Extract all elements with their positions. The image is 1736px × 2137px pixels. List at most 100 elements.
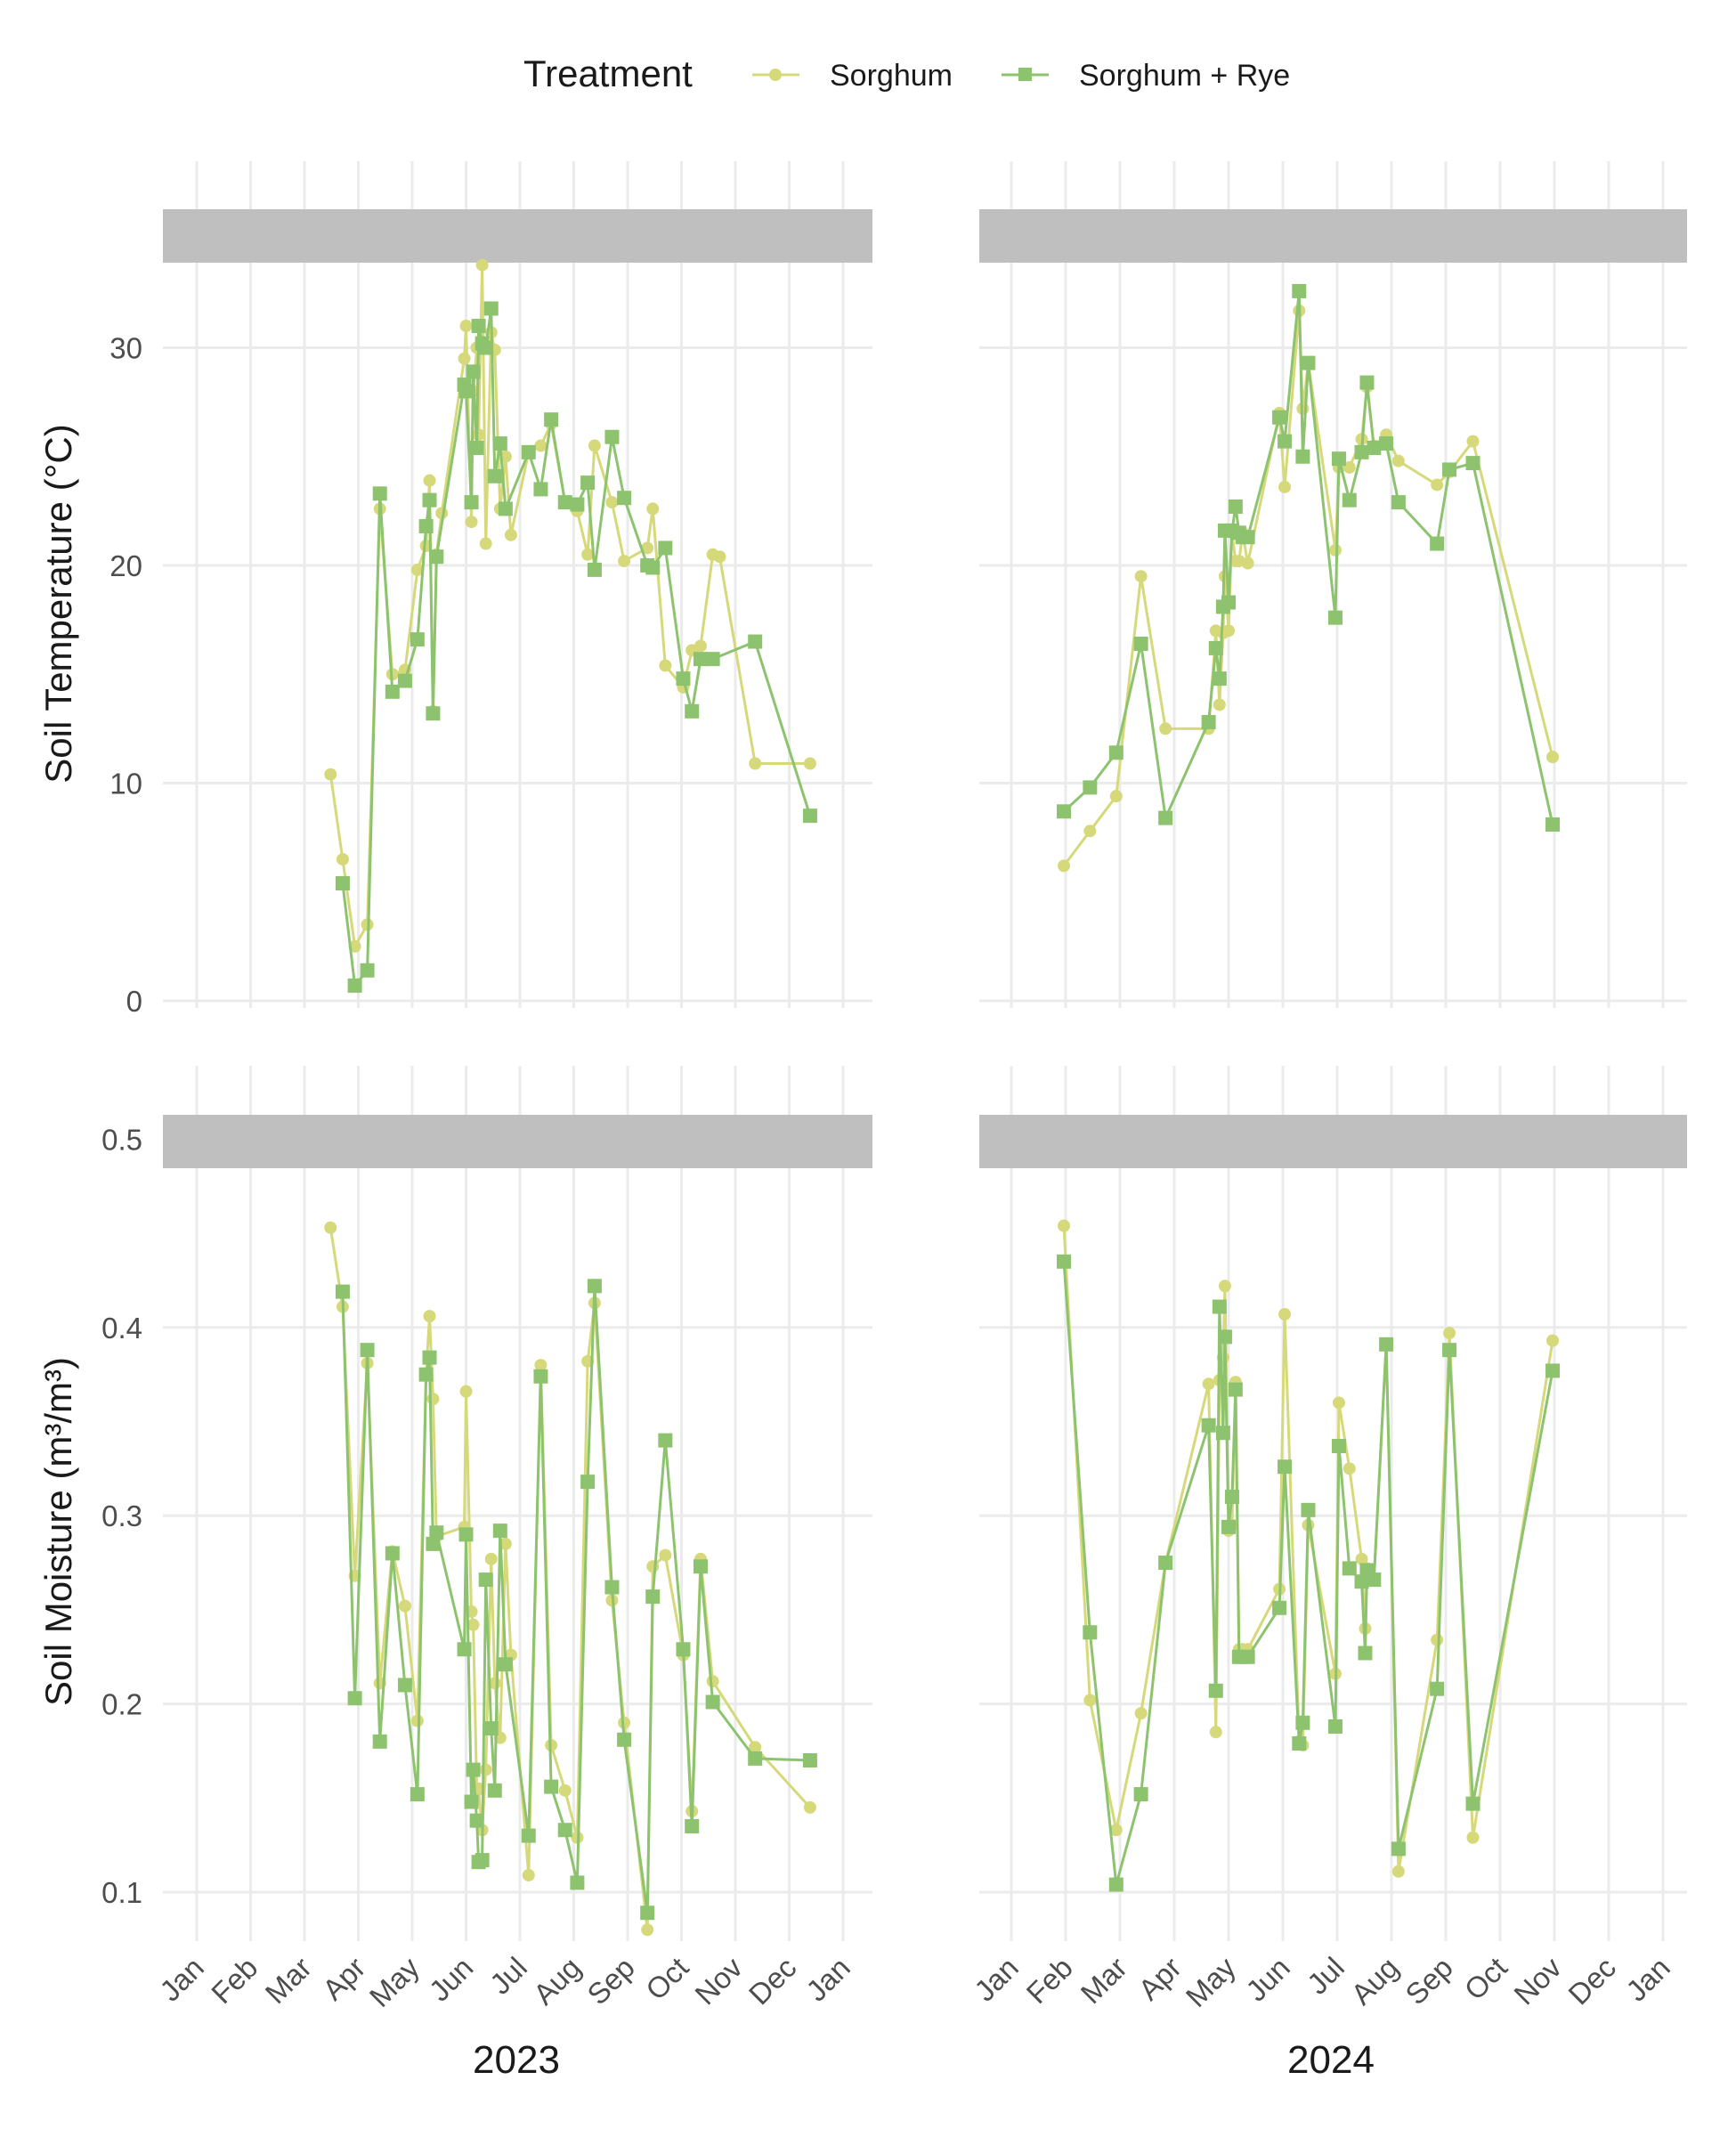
- data-point-sorghum-rye: [498, 501, 513, 516]
- data-point-sorghum-rye: [1442, 1343, 1457, 1358]
- legend: Treatment Sorghum Sorghum + Rye: [523, 53, 1290, 94]
- data-point-sorghum-rye: [640, 1905, 655, 1921]
- data-point-sorghum-rye: [748, 634, 763, 649]
- data-point-sorghum: [475, 258, 489, 272]
- data-point-sorghum-rye: [1354, 444, 1369, 459]
- y-tick-label: 0: [126, 985, 142, 1018]
- data-point-sorghum-rye: [1292, 1735, 1307, 1751]
- data-point-sorghum-rye: [617, 1732, 632, 1747]
- data-point-sorghum-rye: [418, 1367, 434, 1382]
- x-axis-title-2023: 2023: [473, 2038, 560, 2082]
- data-point-sorghum-rye: [1379, 1337, 1394, 1352]
- data-point-sorghum: [641, 1923, 654, 1937]
- data-point-sorghum-rye: [658, 540, 673, 556]
- x-tick-label: Aug: [527, 1951, 588, 2011]
- data-point-sorghum-rye: [360, 1343, 375, 1358]
- data-point-sorghum-rye: [1301, 355, 1316, 370]
- data-point-sorghum: [694, 639, 707, 653]
- data-point-sorghum-rye: [1465, 456, 1480, 471]
- x-tick-label: Feb: [1020, 1951, 1079, 2010]
- data-point-sorghum-rye: [1442, 462, 1457, 477]
- data-point-sorghum-rye: [1430, 1681, 1445, 1696]
- data-point-sorghum-rye: [705, 652, 720, 667]
- data-point-sorghum-rye: [372, 486, 387, 501]
- series-line-sorghum-rye: [1062, 1261, 1554, 1886]
- data-point-sorghum-rye: [645, 1589, 661, 1605]
- data-point-sorghum: [581, 548, 595, 561]
- data-point-sorghum: [558, 1784, 572, 1797]
- legend-key-sorghum-rye-marker: [1018, 68, 1032, 81]
- data-point-sorghum-rye: [466, 1762, 481, 1777]
- data-point-sorghum-rye: [464, 1794, 479, 1809]
- data-point-sorghum-rye: [1342, 492, 1357, 508]
- data-point-sorghum-rye: [422, 492, 437, 508]
- data-point-sorghum: [479, 537, 492, 550]
- data-point-sorghum-rye: [418, 518, 434, 533]
- data-point-sorghum-rye: [685, 703, 700, 719]
- x-tick-label: Jun: [1239, 1951, 1296, 2008]
- y-tick-label: 0.2: [101, 1688, 142, 1721]
- panels: 01020300.10.20.30.40.5JanFebMarAprMayJun…: [101, 161, 1687, 2013]
- data-point-sorghum-rye: [335, 1284, 350, 1299]
- data-point-sorghum-rye: [1221, 1519, 1236, 1534]
- x-tick-label: Jan: [799, 1951, 856, 2008]
- data-point-sorghum: [1109, 1824, 1123, 1837]
- data-point-sorghum: [458, 352, 471, 365]
- data-point-sorghum-rye: [457, 1642, 472, 1657]
- data-point-sorghum: [499, 1537, 512, 1550]
- data-point-sorghum-rye: [397, 1678, 412, 1693]
- data-point-sorghum-rye: [492, 1524, 507, 1539]
- x-tick-label: Sep: [1399, 1951, 1459, 2011]
- data-point-sorghum: [1218, 1280, 1231, 1293]
- data-point-sorghum: [1222, 624, 1235, 638]
- data-point-sorghum-rye: [570, 497, 585, 512]
- data-point-sorghum-rye: [693, 1559, 708, 1574]
- x-tick-label: Oct: [1457, 1951, 1513, 2006]
- data-point-sorghum-rye: [1228, 1382, 1243, 1397]
- data-point-sorghum: [1134, 570, 1148, 583]
- data-point-sorghum-rye: [587, 562, 602, 577]
- data-point-sorghum-rye: [1292, 283, 1307, 298]
- data-point-sorghum: [1083, 1694, 1097, 1707]
- x-tick-label: Aug: [1344, 1951, 1405, 2011]
- data-point-sorghum-rye: [645, 560, 661, 575]
- y-tick-label: 10: [110, 768, 142, 800]
- data-point-sorghum-rye: [466, 364, 481, 379]
- data-point-sorghum: [484, 1552, 498, 1565]
- data-point-sorghum-rye: [544, 412, 559, 427]
- data-point-sorghum: [749, 757, 762, 770]
- data-point-sorghum-rye: [1201, 1418, 1216, 1433]
- legend-title: Treatment: [523, 53, 693, 94]
- data-point-sorghum-rye: [1465, 1796, 1480, 1811]
- data-point-sorghum-rye: [544, 1779, 559, 1794]
- data-point-sorghum: [749, 1741, 762, 1754]
- data-point-sorghum-rye: [475, 1853, 490, 1868]
- data-point-sorghum-rye: [1278, 1459, 1293, 1475]
- x-tick-label: Jan: [153, 1951, 210, 2008]
- data-point-sorghum: [618, 1716, 631, 1729]
- data-point-sorghum: [1466, 1831, 1480, 1844]
- data-point-sorghum-rye: [397, 673, 412, 688]
- data-point-sorghum-rye: [1272, 1600, 1287, 1615]
- data-point-sorghum-rye: [1545, 817, 1561, 832]
- data-point-sorghum: [713, 550, 726, 564]
- data-point-sorghum-rye: [1430, 536, 1445, 551]
- data-point-sorghum-rye: [1133, 1787, 1148, 1802]
- data-point-sorghum-rye: [1367, 1572, 1382, 1588]
- data-point-sorghum-rye: [464, 495, 479, 510]
- data-point-sorghum: [605, 496, 619, 509]
- data-point-sorghum-rye: [347, 978, 362, 993]
- data-point-sorghum-rye: [1331, 1438, 1346, 1453]
- facet-strip: [163, 1115, 872, 1168]
- data-point-sorghum: [410, 1714, 424, 1727]
- data-point-sorghum-rye: [1342, 1561, 1357, 1576]
- data-point-sorghum: [1431, 478, 1444, 492]
- data-point-sorghum-rye: [385, 1546, 400, 1561]
- data-point-sorghum-rye: [604, 429, 620, 444]
- data-point-sorghum-rye: [410, 1787, 425, 1802]
- data-point-sorghum: [1343, 1462, 1356, 1475]
- data-point-sorghum-rye: [1354, 1574, 1369, 1589]
- y-axis-title-moisture: Soil Moisture (m³/m³): [37, 1357, 79, 1706]
